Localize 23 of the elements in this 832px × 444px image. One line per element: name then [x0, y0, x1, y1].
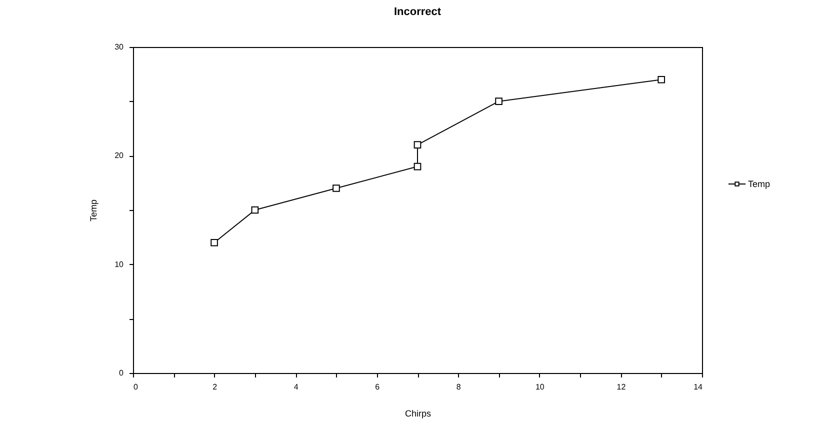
x-tick-label: 0: [134, 382, 138, 392]
y-axis-title: Temp: [88, 199, 98, 222]
x-tick-label: 14: [694, 382, 704, 392]
point: [251, 206, 259, 214]
x-tick-label: 10: [535, 382, 545, 392]
y-tick-label: 30: [114, 42, 124, 52]
point: [414, 162, 422, 170]
point: [210, 238, 218, 246]
legend-label: Temp: [748, 179, 770, 189]
x-axis-title: Chirps: [404, 408, 432, 418]
y-tick-label: 20: [114, 151, 124, 160]
point: [658, 76, 666, 84]
y-tick-label: 10: [114, 260, 124, 269]
point: [332, 184, 340, 192]
point: [414, 141, 422, 148]
x-tick-label: 8: [456, 382, 462, 392]
x-tick-label: 12: [616, 382, 626, 392]
x-tick-label: 6: [375, 382, 380, 392]
x-tick-label: 2: [212, 382, 218, 392]
y-tick-label: 0: [119, 368, 124, 378]
point: [495, 98, 502, 105]
x-tick-label: 4: [294, 382, 299, 392]
chart-title: Incorrect: [394, 6, 442, 18]
